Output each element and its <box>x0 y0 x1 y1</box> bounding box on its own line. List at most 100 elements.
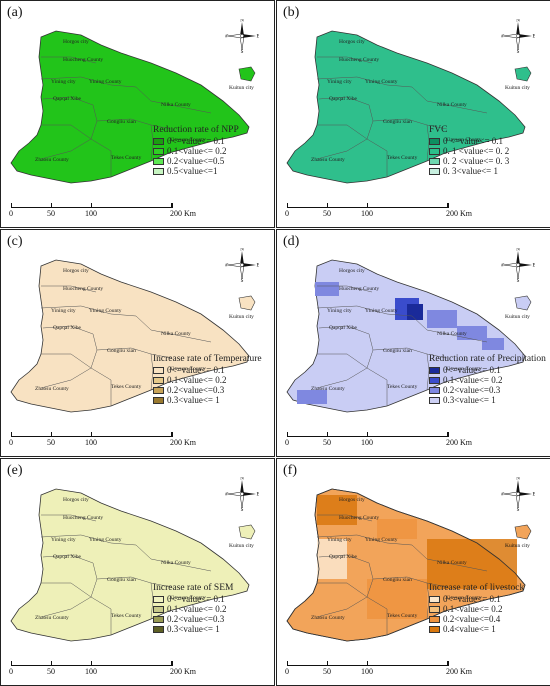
north-arrow-icon: N E S W <box>225 19 259 53</box>
county-boundary <box>318 96 370 106</box>
legend-text: 0.1<value<= 0.2 <box>167 146 227 156</box>
county-boundary <box>96 347 172 359</box>
legend-swatch <box>429 137 440 145</box>
place-label: Tekes County <box>387 155 418 161</box>
legend-swatch <box>153 366 164 374</box>
map-panel-c: (c) Horgos city Huocheng County Yining city… <box>0 229 275 457</box>
place-label: Zhaosu County <box>35 157 69 163</box>
legend-item: 0.1<value<= 0.2 <box>153 146 271 156</box>
place-label: Zhaosu County <box>311 386 345 392</box>
county-boundary <box>316 596 368 618</box>
legend-item: 0<=value<= 0.1 <box>153 365 271 375</box>
county-boundary <box>316 534 413 546</box>
legend-swatch <box>153 137 164 145</box>
place-label: Huocheng County <box>63 286 103 292</box>
svg-text:N: N <box>240 248 244 253</box>
county-boundary <box>316 367 368 389</box>
place-label: Yining city <box>327 79 352 85</box>
svg-text:E: E <box>532 493 535 498</box>
legend-item: 0.1<value<= 0.2 <box>153 604 271 614</box>
legend-text: 0.3<value<= 1 <box>167 624 220 634</box>
legend-item: 0.1<value<= 0.2 <box>429 604 547 614</box>
scale-tick <box>327 661 328 665</box>
legend-swatch <box>153 386 164 394</box>
region-map: Horgos city Huocheng County Yining city Yin… <box>286 488 526 642</box>
panel-label: (c) <box>7 234 23 249</box>
county-boundary <box>135 86 212 114</box>
panel-label: (b) <box>283 5 300 20</box>
svg-text:S: S <box>241 50 244 53</box>
map-panel-f: (f) Horgos city Huocheng County Yining city… <box>276 458 550 686</box>
place-label: Xinyuan County <box>445 366 482 372</box>
scale-label: 200 Km <box>170 209 196 218</box>
scale-label: 100 <box>85 209 97 218</box>
scale-label: 200 Km <box>446 438 472 447</box>
scale-bar-line <box>287 432 449 437</box>
county-boundary <box>41 582 92 598</box>
svg-text:N: N <box>516 19 520 24</box>
scale-label: 100 <box>361 667 373 676</box>
svg-text:N: N <box>240 19 244 24</box>
scale-label: 200 Km <box>446 209 472 218</box>
scale-bar-line <box>11 203 173 208</box>
svg-text:N: N <box>516 248 520 253</box>
svg-text:W: W <box>225 264 229 269</box>
county-boundary <box>317 353 368 369</box>
place-label: Huocheng County <box>339 515 379 521</box>
scale-bar-line <box>11 661 173 666</box>
legend: Reduction rate of Precipitation 0<=value<… <box>429 354 547 405</box>
county-boundary <box>135 544 212 572</box>
place-label: Yining city <box>327 308 352 314</box>
svg-text:S: S <box>517 508 520 511</box>
legend-text: 0<=value<= 0.1 <box>443 594 501 604</box>
scale-label: 50 <box>47 438 55 447</box>
county-boundary <box>372 576 448 588</box>
scale-tick <box>91 661 92 665</box>
scale-label: 0 <box>9 438 13 447</box>
region-map: Horgos city Huocheng County Yining city Yin… <box>286 259 526 413</box>
place-label: Horgos city <box>339 39 365 45</box>
legend-item: 0. 3<value<= 1 <box>429 166 547 176</box>
scale-bar-line <box>287 203 449 208</box>
scale-tick <box>171 661 172 665</box>
county-boundary <box>366 596 388 635</box>
legend-item: 0.2<value<=0.3 <box>153 614 271 624</box>
county-boundary <box>317 124 368 140</box>
legend-text: 0 <=value<= 0.1 <box>443 136 504 146</box>
legend-swatch <box>153 605 164 613</box>
svg-text:E: E <box>532 264 535 269</box>
place-label: Huocheng County <box>63 515 103 521</box>
legend: Increase rate of livestock 0<=value<= 0.1… <box>429 583 547 634</box>
legend-title: Reduction rate of NPP <box>153 125 239 135</box>
kuitun-inset: Kuitun city <box>505 292 537 326</box>
place-label: Gongliu xian <box>383 577 412 583</box>
scale-bar: 0 50 100 200 Km <box>9 203 201 227</box>
legend-swatch <box>429 595 440 603</box>
region-outline <box>286 30 526 184</box>
scale-bar: 0 50 100 200 Km <box>9 432 201 456</box>
scale-label: 50 <box>323 438 331 447</box>
legend-text: 0.1<value<= 0.2 <box>443 604 503 614</box>
kuitun-inset: Kuitun city <box>229 63 261 97</box>
legend-item: 0.5<value<=1 <box>153 166 271 176</box>
county-boundary <box>40 76 137 88</box>
legend-item: 0.4<value<= 1 <box>429 624 547 634</box>
scale-tick <box>91 432 92 436</box>
legend-text: 0.3<value<= 1 <box>167 395 220 405</box>
county-boundary <box>317 56 373 64</box>
legend-swatch <box>429 386 440 394</box>
inset-label: Kuitun city <box>229 85 254 91</box>
legend-text: 0.1<value<= 0.2 <box>167 604 227 614</box>
legend-swatch <box>429 366 440 374</box>
svg-text:E: E <box>256 35 259 40</box>
legend-item: 0.2<value<=0.4 <box>429 614 547 624</box>
place-label: Yining city <box>51 537 76 543</box>
place-label: Horgos city <box>63 497 89 503</box>
inset-label: Kuitun city <box>505 314 530 320</box>
legend-item: 0 <=value<= 0.1 <box>429 136 547 146</box>
place-label: Gongliu xian <box>383 119 412 125</box>
north-arrow-icon: N E S W <box>225 248 259 282</box>
legend-item: 0. 2 <value<= 0. 3 <box>429 156 547 166</box>
county-boundary <box>316 305 413 317</box>
legend-text: 0.1<value<= 0.2 <box>443 375 503 385</box>
